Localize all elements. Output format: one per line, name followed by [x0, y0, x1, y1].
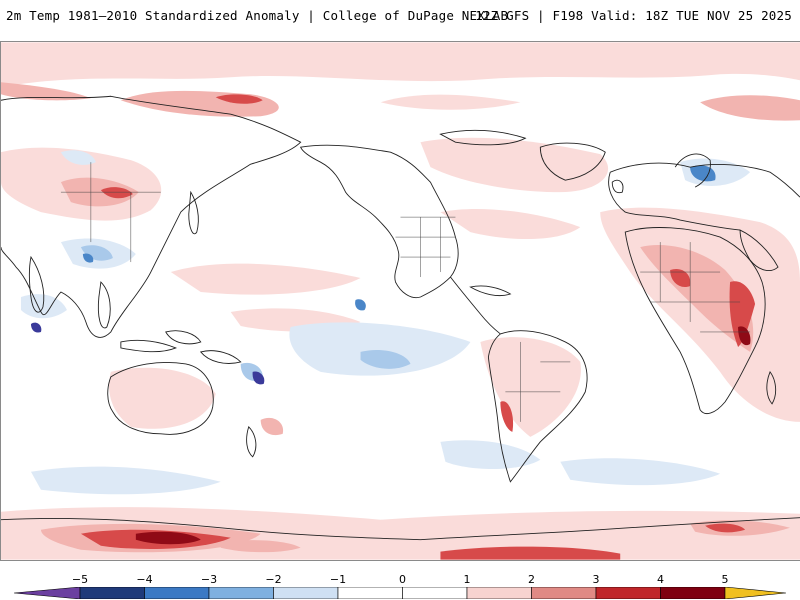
colorbar-segment — [402, 587, 468, 599]
colorbar-segment — [273, 587, 339, 599]
colorbar-tick-label: 1 — [463, 573, 471, 586]
colorbar-tick-label: 5 — [721, 573, 729, 586]
colorbar-segment — [660, 587, 726, 599]
colorbar-tick-label: 4 — [657, 573, 664, 586]
map-canvas — [1, 42, 800, 560]
colorbar-segment — [595, 587, 661, 599]
colorbar-segment — [531, 587, 597, 599]
colorbar-tick-label: −4 — [136, 573, 153, 586]
colorbar-tick-label: −1 — [329, 573, 347, 586]
coastlines — [1, 95, 800, 541]
colorbar-bar — [13, 587, 787, 599]
colorbar-segment — [337, 587, 403, 599]
colorbar-tick-label: −3 — [200, 573, 218, 586]
colorbar-segment — [13, 587, 81, 599]
anomaly-shading — [1, 42, 800, 560]
colorbar-segment — [144, 587, 210, 599]
run-valid-time: 12Z GFS | F198 Valid: 18Z TUE NOV 25 202… — [475, 8, 792, 23]
colorbar-tick-label: 2 — [528, 573, 535, 586]
colorbar-tick-label: 0 — [399, 573, 406, 586]
colorbar-segment — [79, 587, 145, 599]
header: 2m Temp 1981–2010 Standardized Anomaly |… — [0, 0, 800, 30]
colorbar-tick-label: −2 — [265, 573, 282, 586]
colorbar-tick-label: −5 — [71, 573, 89, 586]
colorbar-segment — [208, 587, 274, 599]
colorbar-segment — [466, 587, 532, 599]
political-borders — [60, 162, 751, 422]
colorbar-segment — [724, 587, 787, 599]
anomaly-map — [0, 41, 800, 561]
colorbar-legend: −5 −4 −3 −2 −1 0 1 2 3 4 5 — [0, 570, 800, 600]
map-title: 2m Temp 1981–2010 Standardized Anomaly |… — [6, 8, 509, 23]
colorbar-labels: −5 −4 −3 −2 −1 0 1 2 3 4 5 — [0, 570, 800, 586]
colorbar-tick-label: 3 — [592, 573, 600, 586]
